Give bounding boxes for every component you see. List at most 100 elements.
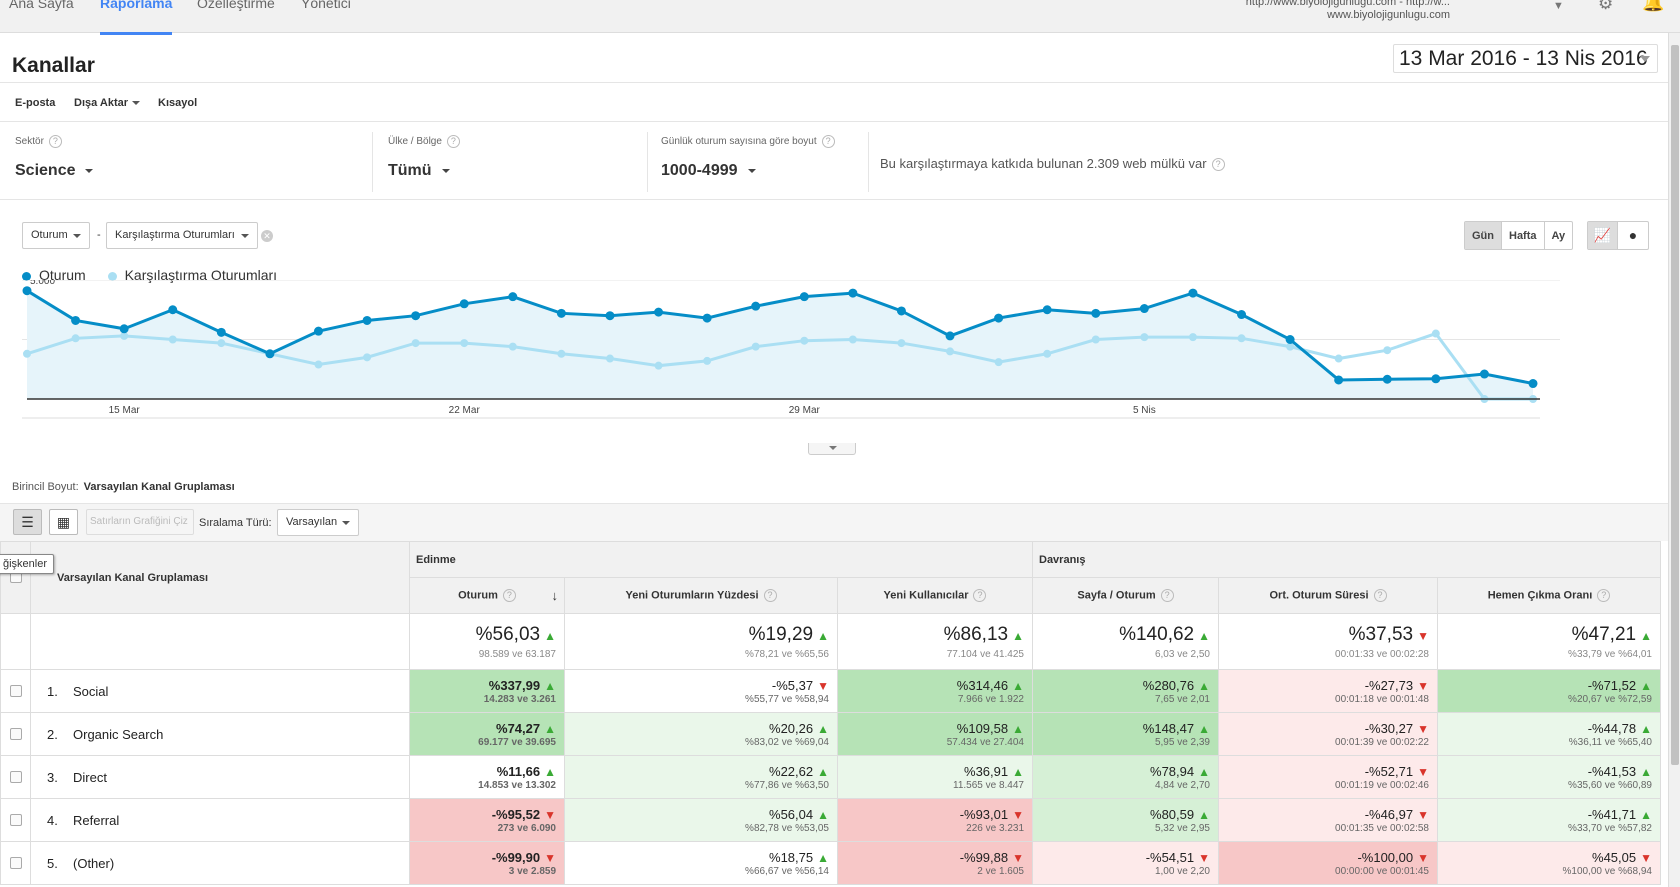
- shortcut-button[interactable]: Kısayol: [158, 97, 198, 109]
- row-index: 4.: [47, 812, 58, 828]
- cell-value: %20,26: [769, 720, 814, 736]
- cell-comparison: 4,84 ve 2,70: [1154, 779, 1210, 791]
- row-checkbox[interactable]: [9, 727, 22, 740]
- cell-comparison: %82,78 ve %53,05: [745, 822, 829, 834]
- close-icon[interactable]: ✕: [261, 230, 273, 242]
- dimension-header[interactable]: Varsayılan Kanal Gruplaması: [30, 541, 410, 614]
- sort-select[interactable]: Varsayılan: [277, 509, 359, 536]
- cell-pages-per-session: -%54,51 ▼ 1,00 ve 2,20: [1032, 841, 1219, 885]
- row-checkbox[interactable]: [9, 813, 22, 826]
- line-chart-icon[interactable]: 📈: [1588, 222, 1618, 249]
- help-icon[interactable]: ?: [48, 135, 62, 148]
- data-point-benchmark: [1237, 334, 1246, 343]
- cell-new-sessions-pct: %20,26 ▲ %83,02 ve %69,04: [564, 712, 838, 756]
- arrow-down-icon: ▼: [544, 807, 556, 822]
- export-button[interactable]: Dışa Aktar: [74, 97, 141, 109]
- day-button[interactable]: Gün: [1465, 222, 1502, 249]
- date-range-picker[interactable]: 13 Mar 2016 - 13 Nis 2016: [1393, 44, 1658, 73]
- total-pages-per-session: %140,62 ▲ 6,03 ve 2,50: [1032, 613, 1219, 670]
- account-property: www.biyolojigunlugu.com: [1327, 9, 1450, 21]
- arrow-up-icon: ▲: [544, 721, 556, 736]
- collapse-chart-handle[interactable]: [808, 443, 856, 455]
- week-button[interactable]: Hafta: [1502, 222, 1545, 249]
- channel-name-link[interactable]: Social: [73, 683, 109, 699]
- help-icon[interactable]: ?: [1373, 589, 1387, 602]
- column-header-avg-session-duration[interactable]: Ort. Oturum Süresi?: [1218, 577, 1438, 614]
- help-icon[interactable]: ?: [446, 135, 460, 148]
- legend-item-benchmark: Karşılaştırma Oturumları: [107, 267, 277, 283]
- scrollbar[interactable]: [1668, 33, 1680, 887]
- metric-select-label: Oturum: [31, 229, 68, 241]
- tab-admin[interactable]: Yönetici: [301, 0, 351, 11]
- cell-value: %22,62: [769, 763, 814, 779]
- cell-value: %80,59: [1150, 806, 1195, 822]
- help-icon[interactable]: ?: [1160, 589, 1174, 602]
- cell-value: %36,91: [964, 763, 1009, 779]
- tab-customization[interactable]: Özelleştirme: [197, 0, 275, 11]
- primary-dimension-value[interactable]: Varsayılan Kanal Gruplaması: [83, 481, 235, 493]
- cell-comparison: %20,67 ve %72,59: [1568, 693, 1652, 705]
- column-header-bounce-rate[interactable]: Hemen Çıkma Oranı?: [1437, 577, 1661, 614]
- sector-filter[interactable]: Sektör? Science: [15, 122, 365, 194]
- data-point-sessions: [994, 313, 1004, 323]
- cell-comparison: %83,02 ve %69,04: [745, 736, 829, 748]
- data-point-benchmark: [1043, 349, 1052, 358]
- column-header-new-users[interactable]: Yeni Kullanıcılar?: [837, 577, 1033, 614]
- chart-legend: Oturum Karşılaştırma Oturumları: [22, 267, 295, 283]
- arrow-up-icon: ▲: [817, 807, 829, 822]
- size-filter[interactable]: Günlük oturum sayısına göre boyut? 1000-…: [661, 122, 861, 194]
- tab-reporting[interactable]: Raporlama: [100, 0, 173, 35]
- sort-descending-icon[interactable]: ↓: [551, 588, 559, 603]
- channel-name-link[interactable]: Organic Search: [73, 726, 164, 742]
- x-tick-label: 15 Mar: [109, 405, 141, 416]
- column-header-new-sessions-pct[interactable]: Yeni Oturumların Yüzdesi?: [564, 577, 838, 614]
- data-point-sessions: [751, 301, 761, 311]
- help-icon[interactable]: ?: [1597, 589, 1611, 602]
- metric-select[interactable]: Oturum: [22, 222, 90, 249]
- cell-new-sessions-pct: %56,04 ▲ %82,78 ve %53,05: [564, 798, 838, 842]
- size-label: Günlük oturum sayısına göre boyut?: [661, 135, 835, 148]
- bell-icon[interactable]: 🔔: [1642, 0, 1665, 12]
- help-icon[interactable]: ?: [973, 589, 987, 602]
- channel-name-link[interactable]: Direct: [73, 769, 107, 785]
- chevron-down-icon[interactable]: ▼: [1553, 0, 1564, 12]
- comparison-view-icon[interactable]: ▦: [49, 509, 78, 535]
- arrow-up-icon: ▲: [1640, 721, 1652, 736]
- total-bounce-rate: %47,21 ▲ %33,79 ve %64,01: [1437, 613, 1661, 670]
- row-checkbox[interactable]: [9, 684, 22, 697]
- tab-home[interactable]: Ana Sayfa: [9, 0, 74, 11]
- sector-select[interactable]: Science: [15, 162, 94, 180]
- help-icon[interactable]: ?: [502, 589, 516, 602]
- row-checkbox[interactable]: [9, 856, 22, 869]
- channel-name-link[interactable]: (Other): [73, 855, 115, 871]
- account-selector[interactable]: http://www.biyolojigunlugu.com - http://…: [1246, 0, 1450, 22]
- scrollbar-thumb[interactable]: [1671, 45, 1679, 765]
- column-header-sessions[interactable]: Oturum? ↓: [409, 577, 565, 614]
- gear-icon[interactable]: ⚙: [1598, 0, 1614, 13]
- data-point-sessions: [1188, 288, 1198, 298]
- help-icon[interactable]: ?: [1211, 158, 1225, 172]
- primary-dimension-label: Birincil Boyut:: [12, 481, 79, 493]
- series-line-benchmark: [26, 331, 1533, 401]
- plot-rows-button[interactable]: Satırların Grafiğini Çiz: [86, 509, 194, 535]
- country-select[interactable]: Tümü: [388, 162, 450, 180]
- table-view-icon[interactable]: ☰: [13, 509, 42, 535]
- size-select[interactable]: 1000-4999: [661, 162, 756, 180]
- month-button[interactable]: Ay: [1551, 230, 1566, 242]
- chart-type-toggle: 📈 ●: [1587, 221, 1649, 250]
- country-filter[interactable]: Ülke / Bölge? Tümü: [388, 122, 638, 194]
- help-icon[interactable]: ?: [821, 135, 835, 148]
- data-point-benchmark: [897, 339, 906, 348]
- help-icon[interactable]: ?: [763, 589, 777, 602]
- motion-chart-icon[interactable]: ●: [1628, 227, 1638, 243]
- row-checkbox[interactable]: [9, 770, 22, 783]
- channel-name-link[interactable]: Referral: [73, 812, 120, 828]
- data-point-sessions: [1237, 310, 1247, 320]
- email-button[interactable]: E-posta: [15, 97, 56, 109]
- compare-metric-select[interactable]: Karşılaştırma Oturumları: [106, 222, 258, 249]
- data-point-sessions: [1479, 369, 1489, 379]
- cell-value: -%99,88: [959, 849, 1009, 865]
- column-header-pages-per-session[interactable]: Sayfa / Oturum?: [1032, 577, 1219, 614]
- arrow-down-icon: ▼: [1198, 850, 1210, 865]
- cell-new-sessions-pct: %22,62 ▲ %77,86 ve %63,50: [564, 755, 838, 799]
